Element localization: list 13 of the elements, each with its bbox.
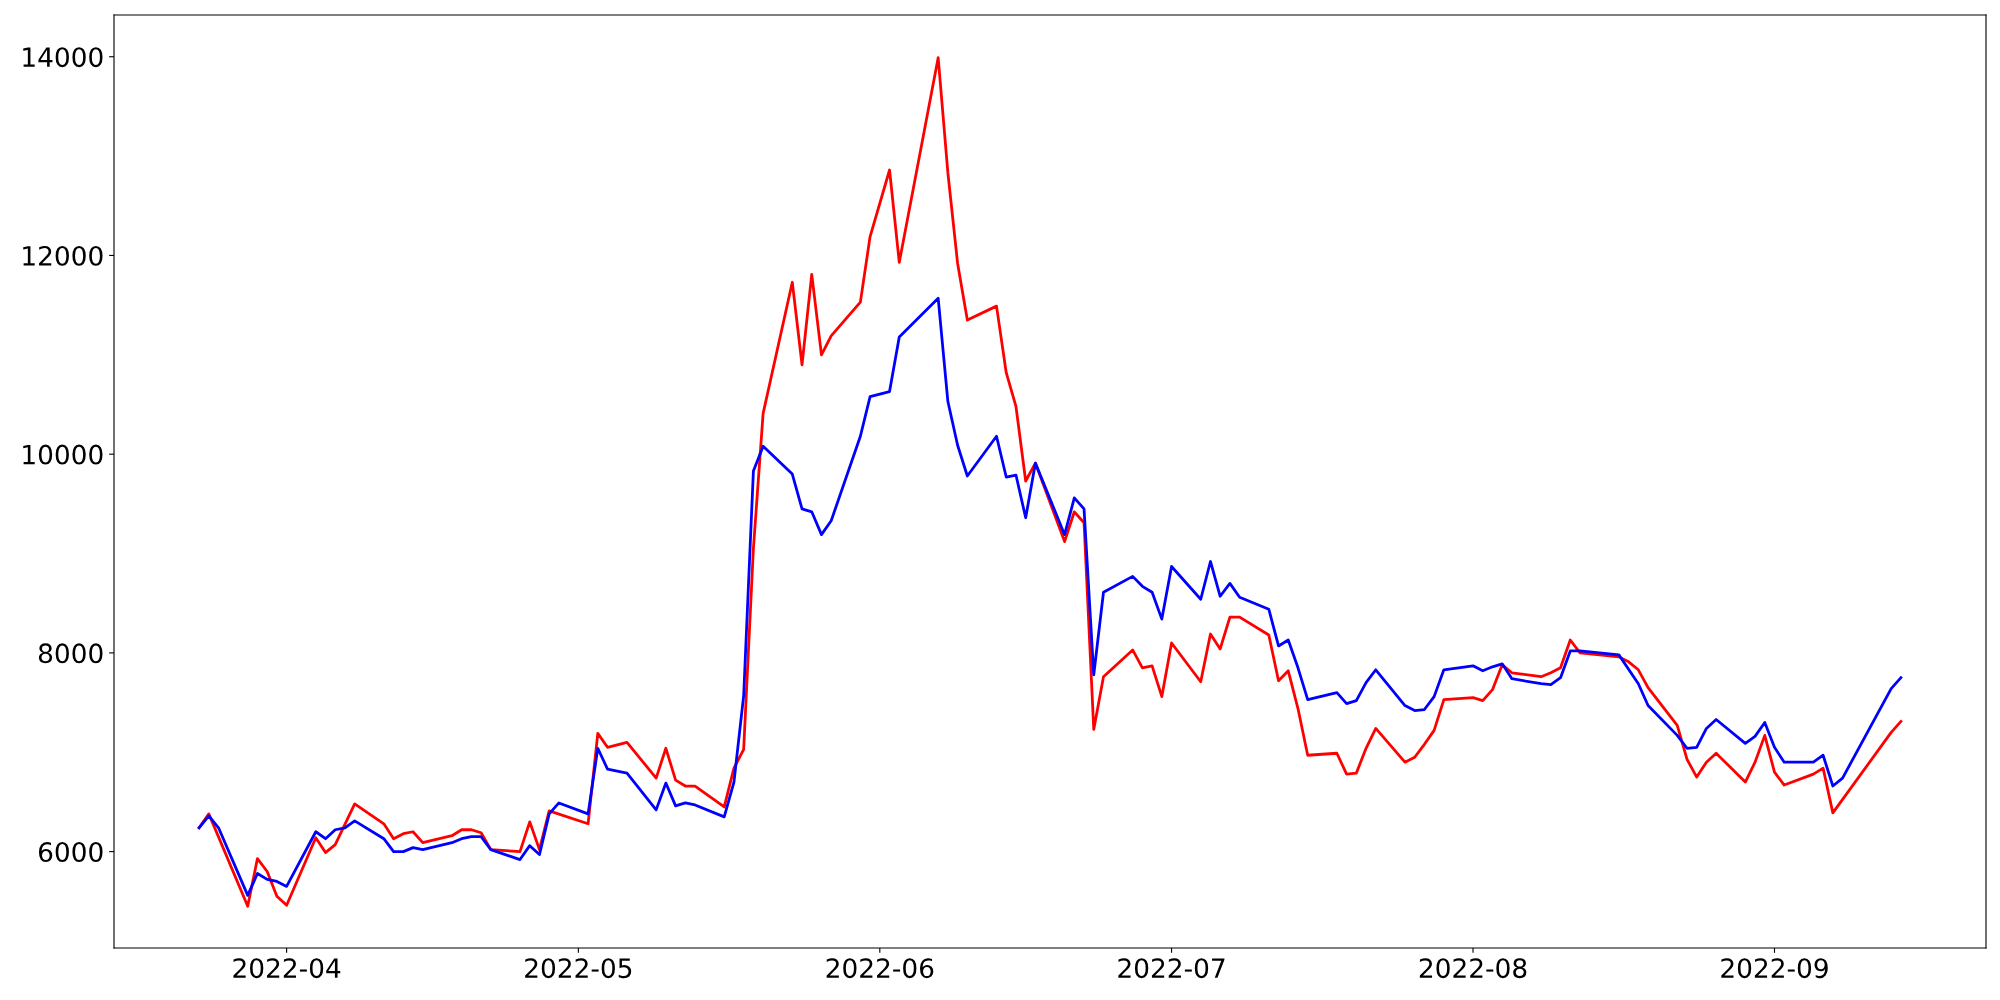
line-series [197, 296, 1903, 897]
x-tick-label: 2022-04 [233, 958, 341, 979]
x-tick-label: 2022-05 [525, 958, 632, 979]
y-tick-label: 8000 [38, 643, 103, 664]
y-tick-label: 6000 [38, 842, 103, 863]
line-series [197, 56, 1903, 908]
x-tick-label: 2022-09 [1721, 958, 1828, 979]
y-tick-label: 14000 [23, 47, 103, 68]
x-tick-label: 2022-08 [1419, 958, 1527, 979]
y-tick-label: 10000 [23, 444, 103, 465]
x-tick-label: 2022-06 [826, 958, 934, 979]
x-tick-label: 2022-07 [1118, 958, 1225, 979]
y-tick-label: 12000 [23, 245, 103, 266]
